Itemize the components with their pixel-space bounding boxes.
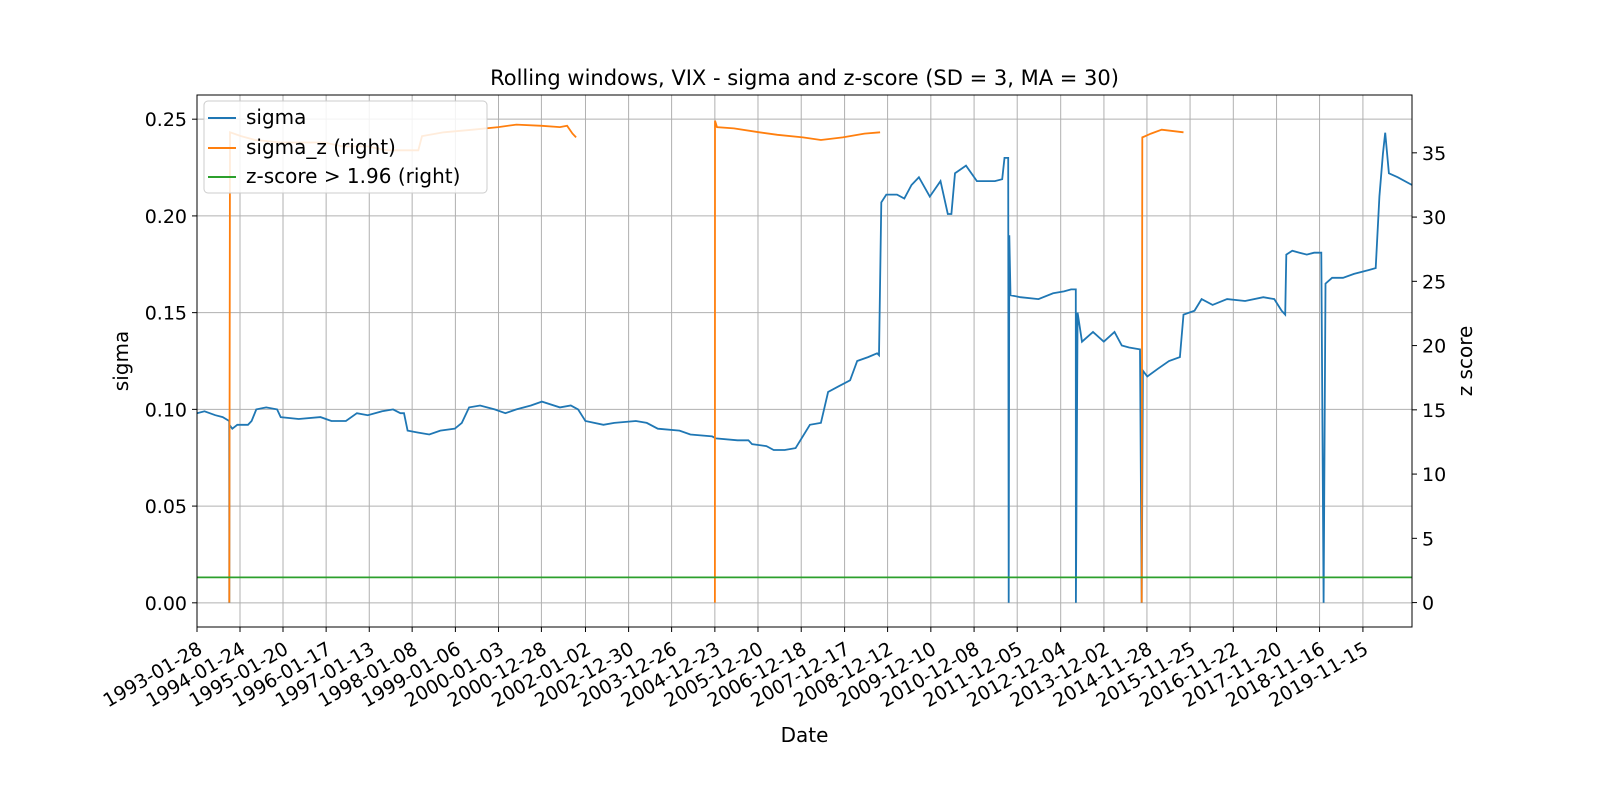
y2-tick-label: 15 bbox=[1422, 400, 1446, 422]
y2-tick-label: 10 bbox=[1422, 464, 1446, 486]
series-sigma-z-line bbox=[714, 120, 881, 603]
y2-tick-label: 5 bbox=[1422, 528, 1434, 550]
y-axis-left: 0.00 0.05 0.10 0.15 0.20 0.25 bbox=[145, 109, 197, 615]
series-sigma-z-line bbox=[1140, 128, 1184, 603]
chart-title: Rolling windows, VIX - sigma and z-score… bbox=[490, 66, 1119, 90]
legend-label-zscore: z-score > 1.96 (right) bbox=[246, 164, 460, 188]
y-tick-label: 0.05 bbox=[145, 496, 187, 518]
y-axis-title: sigma bbox=[109, 331, 133, 391]
legend-box bbox=[203, 100, 488, 194]
y-axis-right: 0 5 10 15 20 25 30 35 bbox=[1412, 143, 1446, 615]
x-axis-title: Date bbox=[781, 723, 829, 747]
legend-label-sigma: sigma bbox=[246, 105, 306, 129]
y-tick-label: 0.15 bbox=[145, 303, 187, 325]
plot-frame bbox=[196, 94, 1413, 628]
series-sigma-z-line bbox=[228, 123, 577, 603]
x-axis: 1993-01-281994-01-241995-01-201996-01-17… bbox=[100, 627, 1372, 712]
legend: sigma sigma_z (right) z-score > 1.96 (ri… bbox=[203, 100, 488, 194]
y2-tick-label: 0 bbox=[1422, 593, 1434, 615]
y2-axis-title: z score bbox=[1453, 326, 1477, 397]
legend-label-sigma-z: sigma_z (right) bbox=[246, 135, 396, 159]
y-tick-label: 0.00 bbox=[145, 593, 187, 615]
y2-tick-label: 30 bbox=[1422, 207, 1446, 229]
series-sigma-line bbox=[196, 132, 1413, 603]
y-tick-label: 0.25 bbox=[145, 109, 187, 131]
y2-tick-label: 35 bbox=[1422, 143, 1446, 165]
y-tick-label: 0.10 bbox=[145, 399, 187, 421]
plot-series bbox=[196, 120, 1413, 603]
y2-tick-label: 25 bbox=[1422, 271, 1446, 293]
y2-tick-label: 20 bbox=[1422, 336, 1446, 358]
y-tick-label: 0.20 bbox=[145, 206, 187, 228]
